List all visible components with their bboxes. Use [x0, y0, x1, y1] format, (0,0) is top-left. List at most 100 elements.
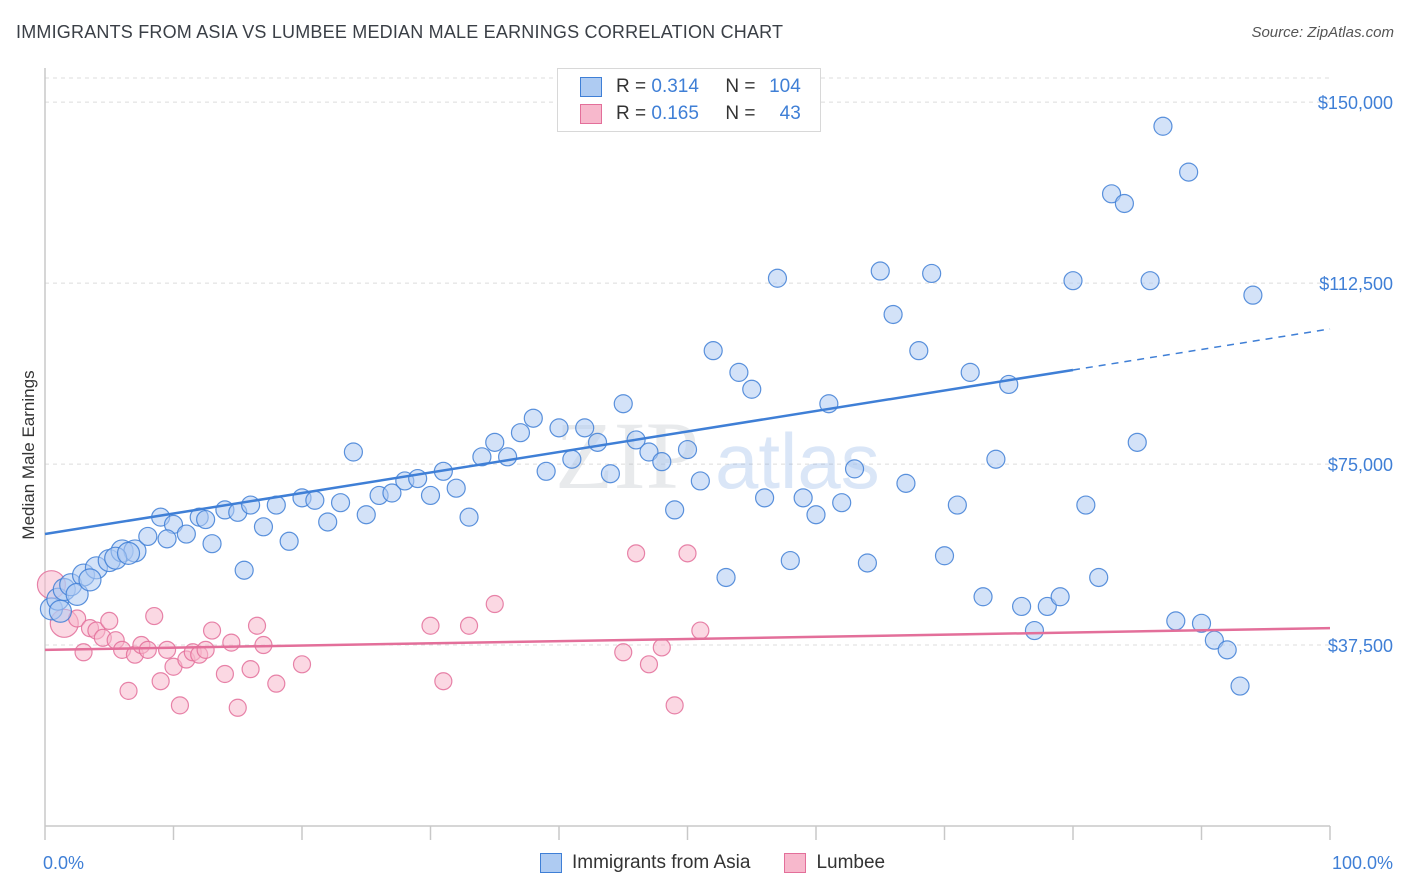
asia-point [1101, 184, 1122, 204]
asia-point [780, 550, 800, 571]
asia-point [844, 459, 865, 479]
lumbee-point [202, 621, 222, 640]
asia-point [793, 488, 813, 508]
lumbee-point [292, 655, 312, 674]
asia-point [305, 490, 325, 510]
y-tick-label: $112,500 [1319, 274, 1393, 294]
lumbee-point [241, 660, 260, 679]
lumbee-point [100, 611, 119, 631]
asia-point [202, 534, 222, 554]
asia-point [1011, 596, 1032, 617]
lumbee-point [74, 643, 93, 662]
lumbee-point [459, 616, 479, 635]
asia-point [356, 505, 376, 525]
tick-labels: $37,500 $75,000 $112,500 $150,000 [1318, 93, 1393, 656]
asia-point [330, 493, 351, 513]
lumbee-point [119, 681, 138, 700]
asia-point [65, 582, 89, 606]
legend-r-value-lumbee: 0.165 [651, 103, 699, 124]
asia-point [485, 432, 505, 452]
asia-point [986, 449, 1006, 469]
axes [44, 68, 1331, 840]
asia-point [343, 442, 363, 462]
asia-point [677, 439, 698, 460]
asia-point [1089, 567, 1109, 588]
legend-r-value-asia: 0.314 [651, 76, 699, 97]
asia-point [883, 304, 903, 325]
lumbee-point [138, 640, 157, 659]
lumbee-point [151, 672, 170, 691]
x-tick-max: 100.0% [1332, 853, 1393, 873]
asia-point [510, 423, 531, 443]
series-legend: Immigrants from Asia Lumbee [540, 852, 885, 874]
lumbee-point [215, 664, 234, 684]
asia-point [536, 461, 556, 481]
asia-point [382, 483, 402, 503]
asia-point [1037, 596, 1057, 617]
asia-point [472, 447, 492, 467]
lumbee-point [639, 655, 659, 674]
asia-point [857, 553, 878, 573]
legend-n-value-lumbee: 43 [779, 103, 801, 124]
asia-point [48, 599, 73, 623]
asia-point [1063, 271, 1083, 291]
legend-swatch-blue [580, 77, 602, 97]
asia-point [960, 362, 980, 382]
asia-point [176, 524, 196, 544]
asia-point [832, 493, 852, 513]
asia-point [729, 362, 749, 382]
asia-point [1179, 162, 1199, 182]
asia-point [318, 512, 338, 532]
asia-point [1230, 676, 1250, 696]
asia-point [665, 500, 685, 520]
asia-point [587, 432, 608, 452]
asia-point [575, 418, 595, 438]
asia-point [767, 268, 788, 288]
asia-point [870, 261, 890, 281]
asia-point [459, 507, 479, 527]
series-lumbee-points [36, 544, 710, 717]
asia-point [549, 418, 569, 438]
correlation-legend: R = 0.314 N = 104 R = 0.165 N = 43 [557, 68, 821, 132]
asia-point [1024, 620, 1045, 641]
legend-n-label: N = [725, 76, 756, 97]
asia-point [253, 517, 274, 537]
source-credit: Source: ZipAtlas.com [1251, 24, 1394, 41]
y-axis-label: Median Male Earnings [19, 370, 38, 539]
asia-point [934, 546, 955, 566]
asia-point [116, 541, 141, 565]
legend-swatch-pink [580, 104, 602, 124]
asia-point [639, 442, 659, 462]
asia-point [613, 394, 633, 414]
lumbee-point [157, 640, 177, 659]
legend-row-lumbee: R = 0.165 N = 43 [558, 101, 801, 127]
asia-point [909, 341, 929, 361]
asia-point [922, 263, 942, 284]
asia-point [562, 449, 582, 469]
legend-n-value-asia: 104 [769, 76, 801, 97]
asia-point [279, 531, 299, 551]
asia-point [446, 478, 466, 498]
legend-swatch-asia [540, 853, 562, 873]
lumbee-point [267, 674, 286, 693]
asia-point [241, 495, 261, 515]
asia-point [690, 471, 710, 491]
asia-point [947, 495, 967, 515]
lumbee-point [614, 643, 633, 662]
asia-point [420, 485, 441, 506]
asia-point [523, 408, 543, 428]
asia-point [973, 587, 993, 607]
asia-point [498, 447, 518, 467]
lumbee-point [222, 633, 241, 652]
asia-point [754, 488, 775, 508]
lumbee-point [228, 698, 247, 717]
asia-point [138, 526, 158, 547]
lumbee-point [170, 696, 190, 715]
y-tick-label: $37,500 [1328, 636, 1393, 656]
asia-point [716, 567, 736, 588]
asia-point [196, 509, 216, 530]
asia-point [652, 452, 672, 472]
asia-point [408, 468, 428, 489]
asia-point [1127, 432, 1147, 452]
